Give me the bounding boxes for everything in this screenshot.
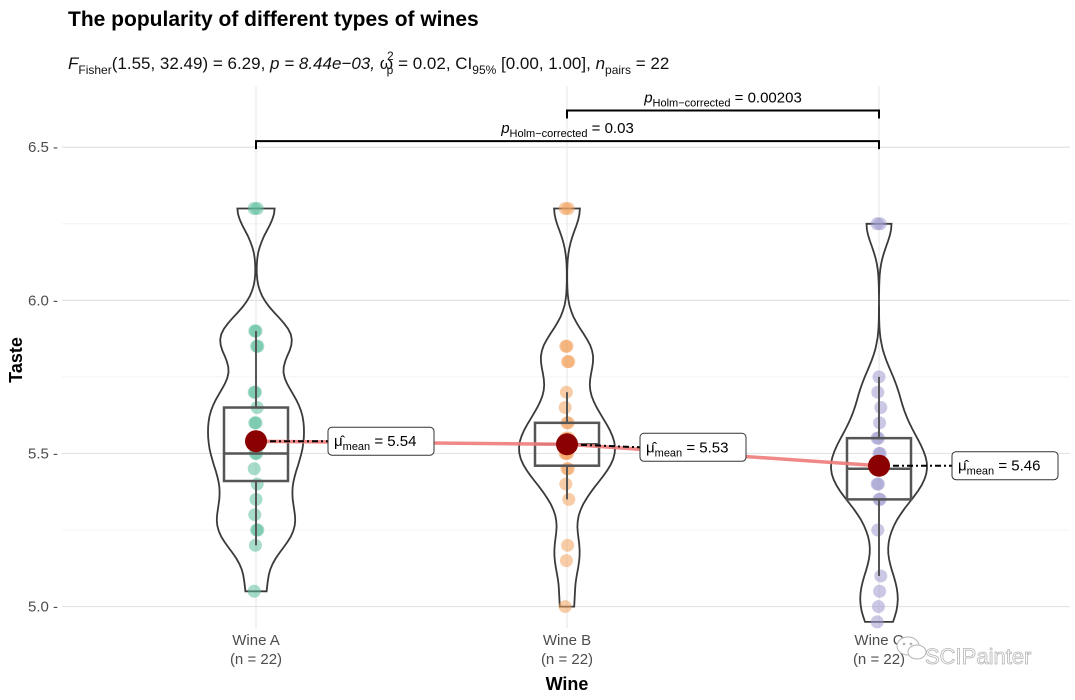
comparison-p-value: = 0.03 xyxy=(588,120,634,137)
mean-label: μ̂mean = 5.46 xyxy=(958,458,1040,478)
data-point xyxy=(560,339,574,353)
mean-label-value: = 5.46 xyxy=(994,458,1040,475)
comparison-bracket xyxy=(255,140,880,150)
mean-label-sub: mean xyxy=(343,441,371,453)
data-point xyxy=(561,538,575,552)
data-point xyxy=(247,584,261,598)
mean-label-box xyxy=(951,451,1059,481)
data-point xyxy=(874,569,888,583)
data-point xyxy=(251,339,265,353)
n-sub: pairs xyxy=(605,63,631,77)
omega-symbol: ω xyxy=(380,54,393,73)
n-symbol: n xyxy=(596,54,605,73)
violin-outline xyxy=(830,222,928,623)
x-axis-ticks: Wine A (n = 22) Wine B (n = 22) Wine C (n = 2… xyxy=(230,632,905,668)
data-point xyxy=(871,477,885,491)
x-tick-label: Wine A xyxy=(232,632,280,649)
data-point xyxy=(247,201,261,215)
watermark-text: SCIPainter xyxy=(925,644,1031,669)
mean-point xyxy=(868,454,890,477)
data-point xyxy=(562,492,576,506)
stat-sub: Fisher xyxy=(78,63,111,77)
y-tick-label: 5.0 - xyxy=(28,599,58,616)
mean-label-sub: mean xyxy=(967,466,995,478)
mean-label-symbol: μ̂ xyxy=(334,433,346,450)
box-iqr xyxy=(222,406,290,483)
mean-label-symbol: μ̂ xyxy=(646,439,658,456)
data-point xyxy=(870,217,884,231)
chart-subtitle: FFisher(1.55, 32.49) = 6.29, p = 8.44e−0… xyxy=(68,49,669,77)
comparison-p-symbol: p xyxy=(643,89,652,106)
comparison-bracket xyxy=(566,109,880,119)
omega-sub: p xyxy=(387,63,394,77)
watermark: SCIPainter xyxy=(896,636,1032,669)
mean-label-box xyxy=(327,426,435,456)
data-point xyxy=(559,477,573,491)
mean-label-box xyxy=(639,432,747,462)
omega-sup: 2 xyxy=(387,49,394,63)
mean-label-value: = 5.53 xyxy=(682,439,728,456)
p-value: p = 8.44e−03, xyxy=(269,54,380,73)
y-axis-title: Taste xyxy=(6,337,26,383)
mean-label-symbol: μ̂ xyxy=(958,458,970,475)
x-tick-label: Wine C xyxy=(854,632,903,649)
plot-area: μ̂mean = 5.54 μ̂mean = 5.53μ̂mean = 5.46p… xyxy=(207,89,1059,629)
data-point xyxy=(561,462,575,476)
x-tick-n-label: (n = 22) xyxy=(230,651,282,668)
data-point xyxy=(247,462,261,476)
x-axis-title: Wine xyxy=(546,674,589,694)
stat-args: (1.55, 32.49) = 6.29, xyxy=(112,54,270,73)
data-point xyxy=(249,416,263,430)
x-tick-n-label: (n = 22) xyxy=(853,651,905,668)
data-point xyxy=(870,615,884,629)
y-tick-label: 6.0 - xyxy=(28,292,58,309)
data-point xyxy=(250,477,264,491)
ci-text: [0.00, 1.00], xyxy=(496,54,595,73)
stat-symbol: F xyxy=(68,54,80,73)
comparison-p-sub: Holm−corrected xyxy=(510,128,588,140)
comparison-label: pHolm−corrected = 0.00203 xyxy=(643,89,802,109)
wechat-logo-icon xyxy=(896,636,927,660)
n-value: = 22 xyxy=(631,54,669,73)
data-point xyxy=(871,600,885,614)
data-point xyxy=(558,201,572,215)
omega-value: = 0.02, CI xyxy=(393,54,472,73)
data-point xyxy=(558,600,572,614)
data-point xyxy=(562,355,576,369)
data-point xyxy=(251,523,265,537)
mean-point xyxy=(245,430,267,453)
comparison-label: pHolm−corrected = 0.03 xyxy=(500,120,634,140)
comparison-p-sub: Holm−corrected xyxy=(653,97,731,109)
x-tick-n-label: (n = 22) xyxy=(541,651,593,668)
mean-label-sub: mean xyxy=(655,447,683,459)
mean-point xyxy=(556,433,578,456)
data-point xyxy=(873,584,887,598)
comparison-p-value: = 0.00203 xyxy=(730,89,801,106)
data-point xyxy=(874,401,888,415)
mean-label: μ̂mean = 5.53 xyxy=(646,439,728,459)
y-tick-label: 5.5 - xyxy=(28,445,58,462)
ci-sub: 95% xyxy=(472,63,496,77)
data-point xyxy=(871,385,885,399)
y-axis-ticks: 5.0 - 5.5 - 6.0 - 6.5 - xyxy=(28,139,58,615)
x-tick-label: Wine B xyxy=(543,632,591,649)
y-tick-label: 6.5 - xyxy=(28,139,58,156)
mean-label: μ̂mean = 5.54 xyxy=(334,433,416,453)
chart-title: The popularity of different types of win… xyxy=(68,8,479,31)
data-point xyxy=(559,554,573,568)
comparison-p-symbol: p xyxy=(500,120,509,137)
violin-outline xyxy=(518,207,616,608)
violin-outline xyxy=(207,207,305,593)
data-point xyxy=(558,401,572,415)
mean-label-value: = 5.54 xyxy=(370,433,416,450)
data-point xyxy=(871,523,885,537)
data-point xyxy=(248,508,262,522)
mean-label-connector xyxy=(566,443,641,449)
